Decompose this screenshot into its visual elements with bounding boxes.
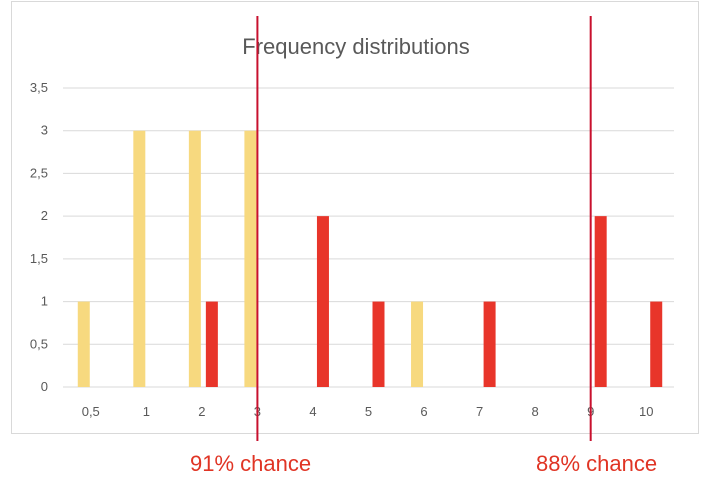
bar-series2-7 [483, 301, 496, 387]
annotation-left: 91% chance [190, 451, 312, 476]
x-tick-label: 2 [198, 404, 205, 419]
bar-series1-2 [188, 130, 201, 387]
bar-series2-5 [372, 301, 385, 387]
x-tick-label: 4 [309, 404, 316, 419]
y-tick-label: 2 [41, 208, 48, 223]
bar-series1-6 [411, 301, 424, 387]
bar-series2-9 [594, 216, 607, 387]
y-tick-label: 1 [41, 294, 48, 309]
x-tick-label: 0,5 [82, 404, 100, 419]
threshold-lines [256, 16, 592, 441]
bar-series1-3 [244, 130, 257, 387]
bar-series1-0,5 [77, 301, 90, 387]
y-tick-label: 0 [41, 379, 48, 394]
y-axis-ticks: 0 0,5 1 1,5 2 2,5 3 3,5 [30, 80, 48, 394]
chart-frame [11, 1, 699, 434]
x-tick-label: 1 [143, 404, 150, 419]
x-tick-label: 6 [420, 404, 427, 419]
x-tick-label: 10 [639, 404, 653, 419]
x-tick-label: 5 [365, 404, 372, 419]
y-tick-label: 0,5 [30, 336, 48, 351]
x-axis-ticks: 0,512345678910 [82, 404, 654, 419]
y-tick-label: 3,5 [30, 80, 48, 95]
bar-series2-4 [316, 216, 329, 387]
chart-title: Frequency distributions [242, 34, 469, 59]
x-tick-label: 8 [532, 404, 539, 419]
bar-series2-10 [650, 301, 663, 387]
y-tick-label: 3 [41, 123, 48, 138]
annotation-right: 88% chance [536, 451, 658, 476]
bars [77, 130, 663, 387]
x-tick-label: 7 [476, 404, 483, 419]
y-tick-label: 2,5 [30, 165, 48, 180]
gridlines [63, 87, 674, 388]
bar-series1-1 [133, 130, 146, 387]
y-tick-label: 1,5 [30, 251, 48, 266]
bar-series2-2 [205, 301, 218, 387]
